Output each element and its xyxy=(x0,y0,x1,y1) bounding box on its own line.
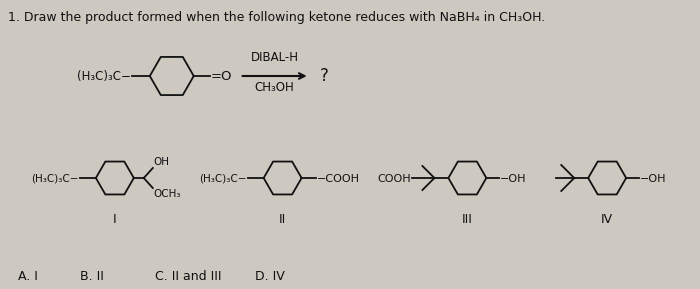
Text: =O: =O xyxy=(211,70,232,83)
Text: OCH₃: OCH₃ xyxy=(154,189,181,199)
Text: C. II and III: C. II and III xyxy=(155,270,221,283)
Text: D. IV: D. IV xyxy=(255,270,284,283)
Text: (H₃C)₃C−: (H₃C)₃C− xyxy=(199,173,246,184)
Text: −OH: −OH xyxy=(500,173,527,184)
Text: III: III xyxy=(462,213,472,226)
Text: ?: ? xyxy=(320,67,328,85)
Text: (H₃C)₃C−: (H₃C)₃C− xyxy=(77,70,131,83)
Text: IV: IV xyxy=(601,213,613,226)
Text: II: II xyxy=(279,213,286,226)
Text: −COOH: −COOH xyxy=(316,173,360,184)
Text: CH₃OH: CH₃OH xyxy=(255,81,295,94)
Text: DIBAL-H: DIBAL-H xyxy=(251,51,299,64)
Text: I: I xyxy=(113,213,117,226)
Text: A. I: A. I xyxy=(18,270,38,283)
Text: B. II: B. II xyxy=(80,270,104,283)
Text: COOH: COOH xyxy=(378,173,412,184)
Text: OH: OH xyxy=(154,157,170,167)
Text: 1. Draw the product formed when the following ketone reduces with NaBH₄ in CH₃OH: 1. Draw the product formed when the foll… xyxy=(8,11,545,24)
Text: (H₃C)₃C−: (H₃C)₃C− xyxy=(32,173,79,184)
Text: −OH: −OH xyxy=(640,173,666,184)
